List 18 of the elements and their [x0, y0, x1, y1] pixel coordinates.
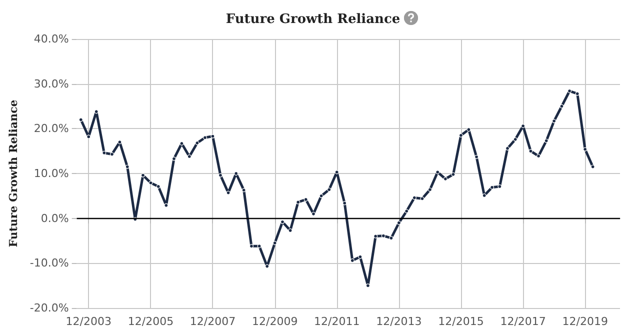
x-tick-label: 12/2019 — [562, 315, 608, 328]
x-tick-label: 12/2017 — [500, 315, 546, 328]
x-tick-label: 12/2015 — [438, 315, 484, 328]
x-tick-label: 12/2009 — [252, 315, 298, 328]
y-tick-label: -10.0% — [30, 256, 69, 270]
y-tick-label: 20.0% — [34, 122, 69, 136]
y-axis-title: Future Growth Reliance — [7, 100, 20, 248]
x-tick-label: 12/2003 — [66, 315, 112, 328]
y-tick-label: -20.0% — [30, 302, 69, 314]
chart-title: Future Growth Reliance — [226, 12, 400, 27]
x-tick-label: 12/2011 — [314, 315, 360, 328]
x-tick-label: 12/2013 — [376, 315, 422, 328]
x-tick-label: 12/2007 — [190, 315, 236, 328]
x-tick-label: 12/2005 — [128, 315, 174, 328]
y-tick-label: 10.0% — [34, 167, 69, 180]
y-tick-label: 0.0% — [40, 212, 69, 225]
y-tick-label: 30.0% — [34, 77, 69, 90]
y-tick-label: 40.0% — [34, 32, 69, 46]
